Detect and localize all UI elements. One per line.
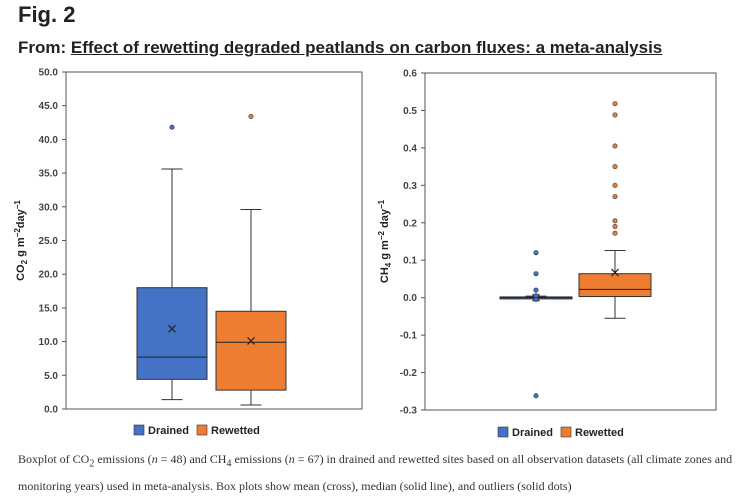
y-label-sup-2: −1 bbox=[377, 199, 386, 209]
y-tick-label: 50.0 bbox=[39, 68, 59, 79]
y-tick-label: 0.6 bbox=[403, 69, 417, 80]
outlier-point bbox=[248, 113, 254, 119]
mean-cross bbox=[247, 337, 255, 345]
y-label-sub: 4 bbox=[384, 262, 393, 267]
outlier-point bbox=[533, 250, 539, 256]
plot-frame bbox=[424, 72, 717, 411]
outlier-point bbox=[533, 393, 539, 399]
series-rewetted bbox=[215, 113, 287, 406]
outlier-point bbox=[612, 143, 618, 149]
outlier-point bbox=[533, 297, 539, 303]
outlier-point bbox=[612, 101, 618, 107]
y-tick-label: 0.0 bbox=[44, 405, 58, 416]
outlier-point bbox=[612, 112, 618, 118]
legend: Drained Rewetted bbox=[497, 426, 624, 439]
y-label-unit-2: day bbox=[15, 208, 27, 228]
caption-n-2: n bbox=[288, 452, 295, 466]
plot-frame bbox=[65, 71, 363, 410]
outlier-point bbox=[612, 230, 618, 236]
y-label-sup-2: −1 bbox=[13, 200, 22, 210]
y-tick-label: -0.1 bbox=[400, 331, 418, 342]
y-label-sup: −2 bbox=[13, 228, 22, 238]
legend: Drained Rewetted bbox=[133, 424, 260, 437]
caption-text-1: Boxplot of CO bbox=[18, 452, 90, 466]
y-label-main: CH bbox=[379, 267, 391, 283]
legend-swatch-rewetted bbox=[560, 426, 572, 438]
boxplot-figure: 0.05.010.015.020.025.030.035.040.045.050… bbox=[13, 68, 717, 439]
interquartile-box bbox=[578, 273, 652, 298]
outlier-point bbox=[612, 182, 618, 188]
caption-text-3: = 48) and CH bbox=[157, 452, 227, 466]
y-tick-label: 30.0 bbox=[39, 202, 59, 213]
outlier-point bbox=[533, 287, 539, 293]
outlier-point bbox=[533, 271, 539, 277]
figure-label: Fig. 2 bbox=[18, 2, 76, 27]
interquartile-box bbox=[215, 310, 287, 391]
y-axis-label: CO2 g m−2day−1 bbox=[13, 200, 29, 281]
y-tick-label: 25.0 bbox=[39, 236, 59, 247]
y-tick-label: 35.0 bbox=[39, 169, 59, 180]
outlier-point bbox=[612, 218, 618, 224]
y-tick-label: 10.0 bbox=[39, 337, 59, 348]
caption-text-4: emissions ( bbox=[231, 452, 289, 466]
y-label-sub: 2 bbox=[20, 259, 29, 264]
y-label-sup: −2 bbox=[377, 230, 386, 240]
y-tick-label: 0.5 bbox=[403, 106, 417, 117]
caption-text-2: emissions ( bbox=[94, 452, 152, 466]
figure-caption: Boxplot of CO2 emissions (n = 48) and CH… bbox=[18, 448, 738, 497]
legend-label-rewetted: Rewetted bbox=[575, 427, 624, 439]
y-label-main: CO bbox=[15, 264, 27, 281]
legend-swatch-drained bbox=[497, 426, 509, 438]
outlier-point bbox=[612, 164, 618, 170]
legend-swatch-rewetted bbox=[196, 424, 208, 436]
y-tick-label: 5.0 bbox=[44, 371, 58, 382]
y-label-unit-2: day bbox=[379, 208, 391, 231]
series-rewetted bbox=[578, 101, 652, 319]
y-tick-label: -0.2 bbox=[400, 368, 418, 379]
y-axis-label: CH4 g m−2 day−1 bbox=[377, 199, 393, 283]
y-tick-label: 0.0 bbox=[403, 293, 417, 304]
caption-text-5: = 67) in drained and rewetted sites base… bbox=[18, 452, 733, 494]
caption-sub-2: 4 bbox=[226, 458, 232, 470]
outlier-point bbox=[612, 194, 618, 200]
series-drained bbox=[136, 124, 208, 401]
outlier-point bbox=[169, 124, 175, 130]
ch4-boxplot-panel: -0.3 -0.2 -0.1 0.0 0.1 0.2 0.3 0.4 0.5 0.6 CH4 g m… bbox=[377, 69, 717, 439]
y-tick-label: 40.0 bbox=[39, 135, 59, 146]
mean-cross bbox=[611, 268, 619, 277]
caption-sub-1: 2 bbox=[89, 458, 95, 470]
y-tick-label: 0.2 bbox=[403, 218, 417, 229]
y-tick-label: -0.3 bbox=[400, 406, 418, 417]
legend-swatch-drained bbox=[133, 424, 145, 436]
outlier-point bbox=[612, 224, 618, 230]
y-label-unit: g m bbox=[15, 237, 27, 260]
from-prefix: From: bbox=[18, 38, 71, 57]
legend-label-drained: Drained bbox=[512, 427, 553, 439]
series-drained bbox=[499, 250, 573, 399]
legend-label-rewetted: Rewetted bbox=[211, 425, 260, 437]
article-title-link[interactable]: Effect of rewetting degraded peatlands o… bbox=[70, 38, 663, 57]
mean-cross bbox=[168, 324, 176, 333]
y-tick-label: 0.1 bbox=[403, 256, 417, 267]
y-tick-label: 15.0 bbox=[39, 303, 59, 314]
y-tick-label: 0.3 bbox=[403, 181, 417, 192]
co2-boxplot-panel: 0.0 5.0 10.0 15.0 20.0 25.0 30.0 35.0 40.0 45.0 50… bbox=[13, 68, 363, 437]
legend-label-drained: Drained bbox=[148, 425, 189, 437]
y-tick-label: 0.4 bbox=[403, 143, 417, 154]
interquartile-box bbox=[136, 287, 208, 380]
y-tick-label: 45.0 bbox=[39, 101, 59, 112]
y-label-unit: g m bbox=[379, 240, 391, 263]
y-tick-label: 20.0 bbox=[39, 270, 59, 281]
caption-n-1: n bbox=[151, 452, 158, 466]
figure-source-line: From: Effect of rewetting degraded peatl… bbox=[18, 38, 662, 58]
